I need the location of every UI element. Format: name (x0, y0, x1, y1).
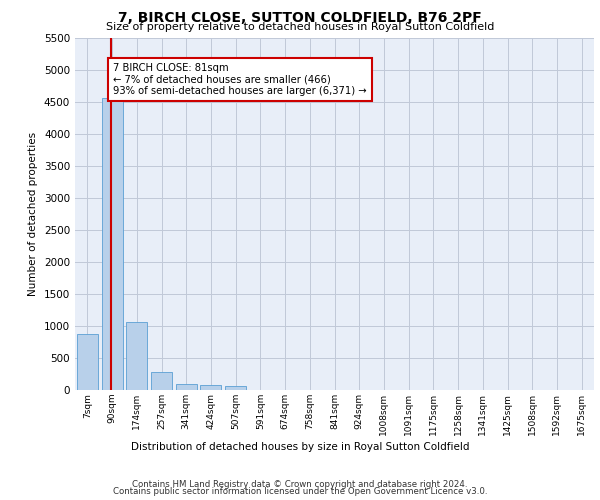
Bar (225, 386, 246, 390)
Bar (200, 385, 221, 390)
Bar (151, 372, 172, 390)
Text: Size of property relative to detached houses in Royal Sutton Coldfield: Size of property relative to detached ho… (106, 22, 494, 32)
Text: Distribution of detached houses by size in Royal Sutton Coldfield: Distribution of detached houses by size … (131, 442, 469, 452)
Text: 7 BIRCH CLOSE: 81sqm
← 7% of detached houses are smaller (466)
93% of semi-detac: 7 BIRCH CLOSE: 81sqm ← 7% of detached ho… (113, 63, 367, 96)
Bar (126, 322, 147, 390)
Text: Contains HM Land Registry data © Crown copyright and database right 2024.: Contains HM Land Registry data © Crown c… (132, 480, 468, 489)
Bar (176, 384, 197, 390)
Bar (77, 334, 98, 390)
Text: 7, BIRCH CLOSE, SUTTON COLDFIELD, B76 2PF: 7, BIRCH CLOSE, SUTTON COLDFIELD, B76 2P… (118, 11, 482, 25)
Bar (101, 98, 122, 390)
Y-axis label: Number of detached properties: Number of detached properties (28, 132, 38, 296)
Text: Contains public sector information licensed under the Open Government Licence v3: Contains public sector information licen… (113, 487, 487, 496)
